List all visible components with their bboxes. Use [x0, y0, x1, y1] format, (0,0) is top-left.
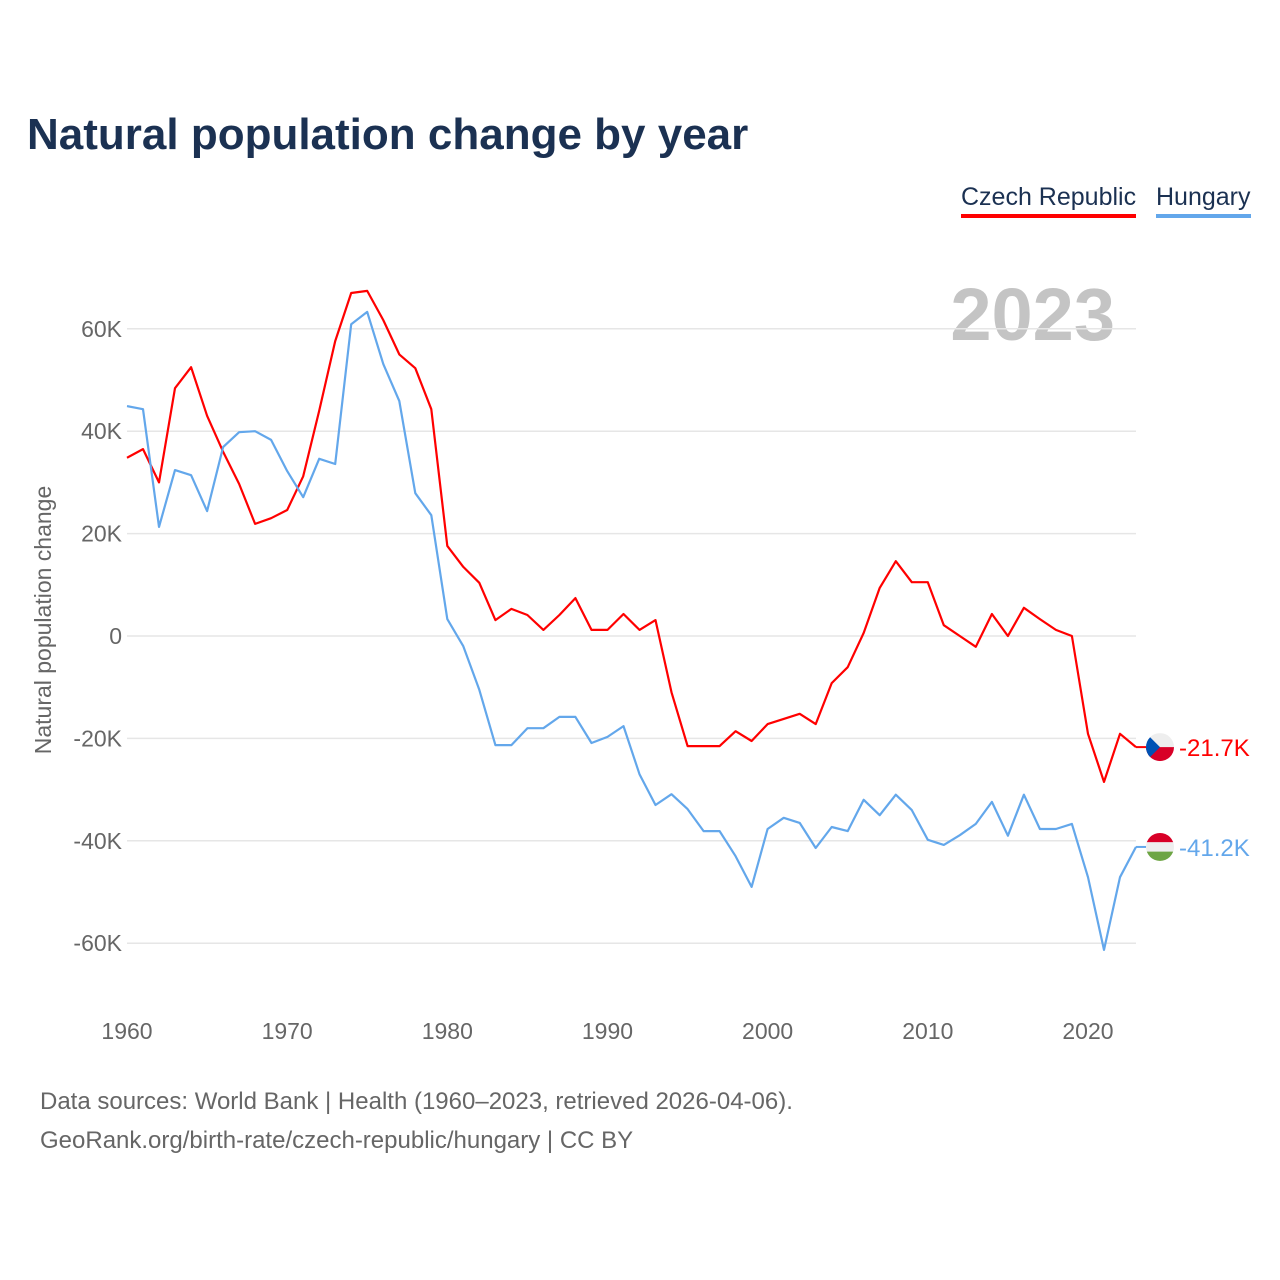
x-tick-label: 1980 [422, 1018, 473, 1044]
footer-link[interactable]: GeoRank.org/birth-rate/czech-republic/hu… [40, 1127, 634, 1154]
y-tick-label: -40K [73, 828, 122, 854]
y-tick-label: 60K [81, 316, 123, 342]
y-tick-label: 0 [109, 623, 122, 649]
footer-sources: Data sources: World Bank | Health (1960–… [40, 1088, 793, 1115]
hungary-flag-icon [1146, 832, 1174, 861]
x-tick-label: 2020 [1062, 1018, 1113, 1044]
end-value-label: -41.2K [1179, 835, 1250, 862]
year-watermark: 2023 [950, 273, 1115, 356]
series-line-czech-republic [126, 289, 1137, 784]
legend-hungary[interactable]: Hungary [1156, 183, 1251, 218]
x-tick-label: 1960 [101, 1018, 152, 1044]
x-tick-label: 2000 [742, 1018, 793, 1044]
end-value-label: -21.7K [1179, 735, 1250, 762]
x-tick-label: 1990 [582, 1018, 633, 1044]
chart-title: Natural population change by year [27, 110, 749, 159]
y-tick-label: 20K [81, 521, 123, 547]
y-axis-title: Natural population change [30, 486, 56, 755]
y-tick-label: -20K [73, 725, 122, 751]
y-tick-label: 40K [81, 418, 123, 444]
x-tick-label: 2010 [902, 1018, 953, 1044]
legend-czech-republic[interactable]: Czech Republic [961, 183, 1137, 218]
y-tick-label: -60K [73, 930, 122, 956]
czech-flag-icon [1146, 733, 1174, 762]
x-tick-label: 1970 [262, 1018, 313, 1044]
series-line-hungary [126, 310, 1137, 952]
